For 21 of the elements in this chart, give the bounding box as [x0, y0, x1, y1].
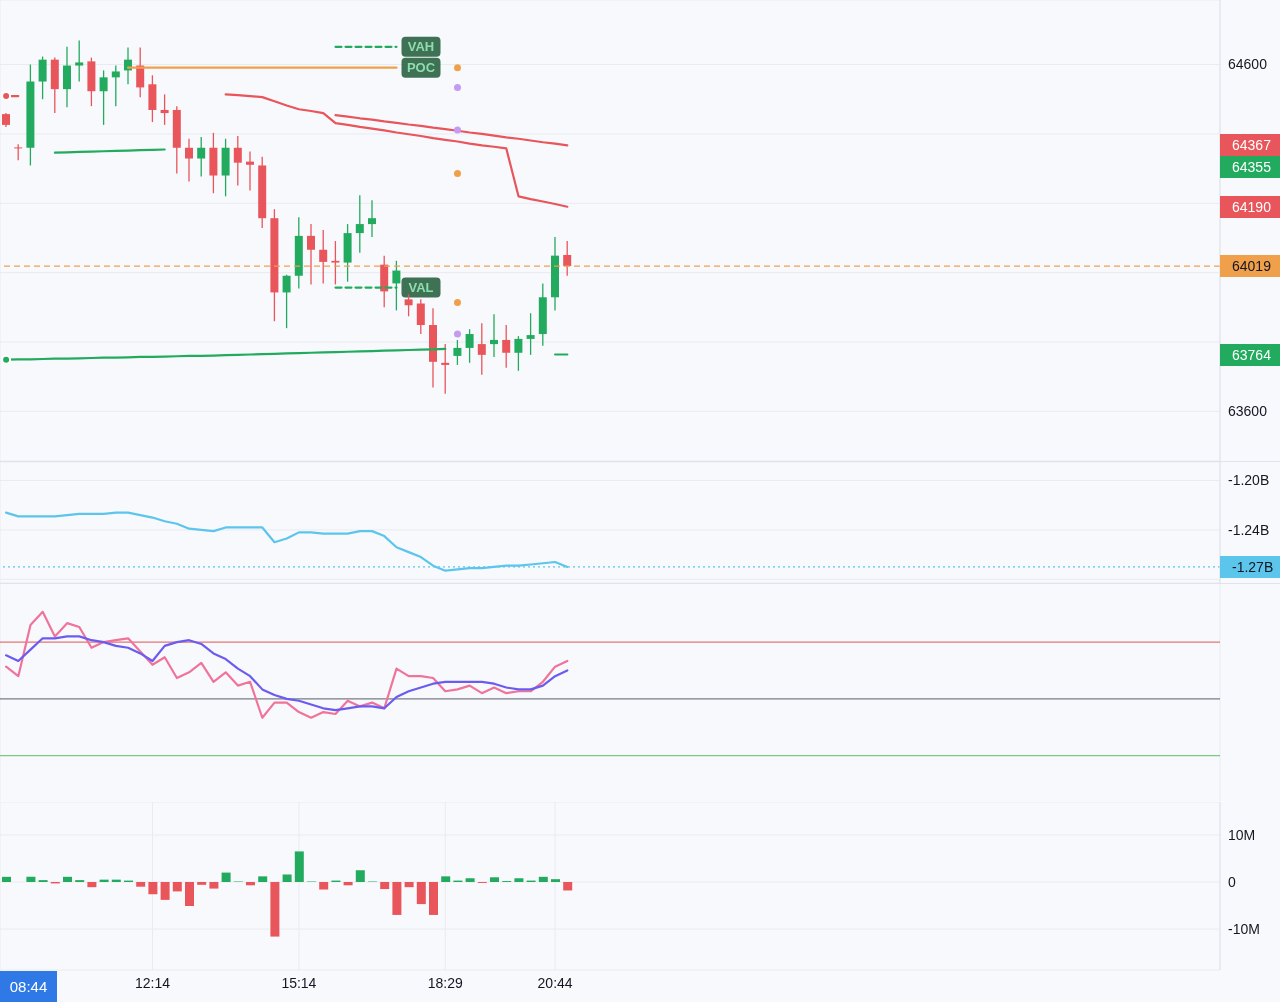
- y-tick-label: -1.20B: [1228, 472, 1270, 489]
- text: 64190: [1220, 195, 1280, 218]
- ref-line-label: -1.27B: [1220, 555, 1280, 578]
- series-label: VAH: [407, 39, 435, 55]
- series-label: POC: [406, 60, 436, 76]
- x-tick-label: 18:29: [427, 974, 464, 991]
- text: 63764: [1220, 343, 1280, 366]
- text: 08:44: [0, 971, 57, 1002]
- x-tick-label: 20:44: [537, 974, 573, 991]
- y-tick-label: 10M: [1228, 826, 1256, 843]
- y-tick-label: -1.24B: [1228, 521, 1270, 538]
- text: 64355: [1220, 156, 1280, 179]
- series-label: VAL: [408, 280, 434, 296]
- y-tick-label: -10M: [1228, 921, 1260, 938]
- y-tick-label: 0: [1228, 873, 1236, 890]
- ref-line-label: 64019: [1220, 255, 1280, 278]
- y-tick-label: 64600: [1228, 56, 1268, 73]
- x-tick-label: 15:14: [281, 974, 317, 991]
- text: 64367: [1220, 134, 1280, 157]
- x-tick-label: 12:14: [134, 974, 171, 991]
- y-tick-label: 63600: [1228, 403, 1268, 420]
